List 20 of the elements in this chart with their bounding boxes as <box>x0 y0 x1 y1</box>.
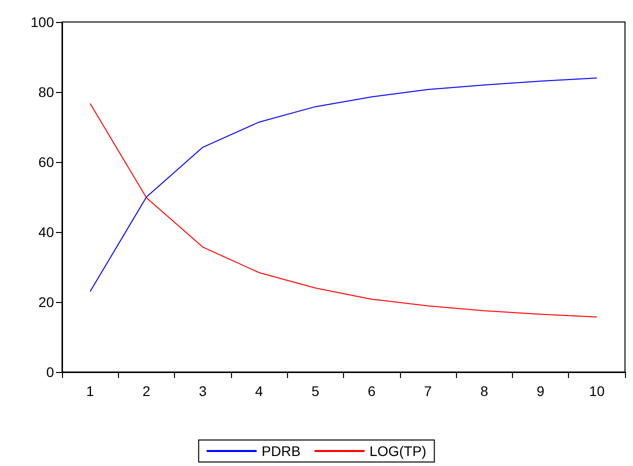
legend-label: PDRB <box>262 443 301 459</box>
y-tick-label: 20 <box>38 294 54 310</box>
x-tick-label: 2 <box>142 383 151 399</box>
y-tick-label: 80 <box>38 84 54 100</box>
x-tick-label: 7 <box>424 383 432 399</box>
x-tick-label: 1 <box>86 383 94 399</box>
x-tick-label: 3 <box>198 383 207 399</box>
y-tick-label: 60 <box>38 154 54 170</box>
x-tick-label: 8 <box>480 383 488 399</box>
y-tick-label: 100 <box>30 14 54 30</box>
x-tick-label: 6 <box>368 383 376 399</box>
y-tick-label: 40 <box>38 224 54 240</box>
x-tick-label: 9 <box>536 383 545 399</box>
y-tick-label: 0 <box>46 364 54 380</box>
x-tick-label: 10 <box>589 383 605 399</box>
line-series <box>90 103 598 318</box>
legend-label: LOG(TP) <box>370 443 426 459</box>
x-tick-label: 5 <box>311 383 320 399</box>
line-series <box>90 78 598 292</box>
x-tick-label: 4 <box>255 383 264 399</box>
